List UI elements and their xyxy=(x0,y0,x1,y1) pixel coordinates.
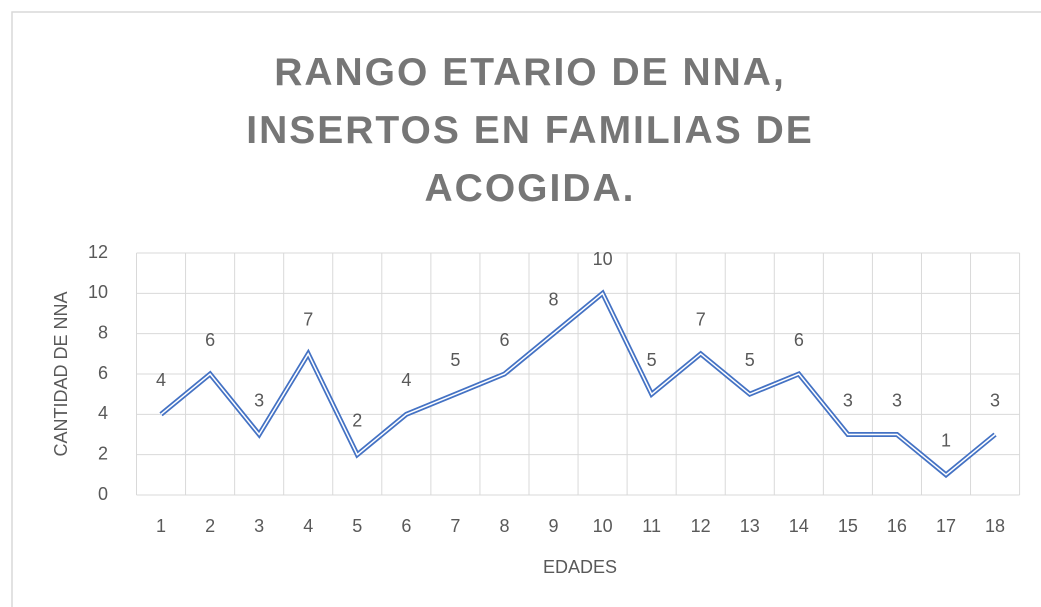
data-label: 7 xyxy=(303,310,313,330)
x-tick-label: 12 xyxy=(691,516,711,536)
data-label: 1 xyxy=(941,431,951,451)
data-line-inner xyxy=(160,292,996,476)
data-label: 4 xyxy=(401,370,411,390)
data-label: 8 xyxy=(549,289,559,309)
y-tick-label: 8 xyxy=(98,322,108,342)
y-tick-label: 6 xyxy=(98,363,108,383)
data-label: 2 xyxy=(352,410,362,430)
data-label: 3 xyxy=(892,390,902,410)
x-tick-label: 1 xyxy=(156,516,166,536)
x-tick-label: 2 xyxy=(205,516,215,536)
x-tick-label: 5 xyxy=(352,516,362,536)
x-tick-label: 4 xyxy=(303,516,313,536)
chart-title: RANGO ETARIO DE NNA, INSERTOS EN FAMILIA… xyxy=(246,51,814,210)
x-tick-label: 18 xyxy=(985,516,1005,536)
y-tick-label: 2 xyxy=(98,443,108,463)
data-label: 3 xyxy=(843,390,853,410)
x-axis-title: EDADES xyxy=(543,557,617,577)
data-label: 6 xyxy=(794,330,804,350)
data-label: 6 xyxy=(205,330,215,350)
x-tick-label: 16 xyxy=(887,516,907,536)
data-label: 5 xyxy=(745,350,755,370)
x-tick-label: 6 xyxy=(401,516,411,536)
data-label: 5 xyxy=(647,350,657,370)
x-tick-label: 11 xyxy=(642,516,661,536)
y-tick-label: 12 xyxy=(88,242,108,262)
y-tick-label: 10 xyxy=(88,282,108,302)
data-label: 5 xyxy=(450,350,460,370)
x-tick-label: 13 xyxy=(740,516,760,536)
x-tick-label: 10 xyxy=(593,516,613,536)
x-tick-label: 8 xyxy=(499,516,509,536)
data-label: 6 xyxy=(499,330,509,350)
y-tick-label: 0 xyxy=(98,484,108,504)
data-label: 3 xyxy=(254,390,264,410)
x-tick-label: 7 xyxy=(450,516,460,536)
x-tick-label: 14 xyxy=(789,516,809,536)
x-tick-label: 3 xyxy=(254,516,264,536)
data-label: 7 xyxy=(696,310,706,330)
chart-frame xyxy=(11,11,1041,607)
data-label: 10 xyxy=(593,249,613,269)
data-label: 4 xyxy=(156,370,166,390)
y-axis-title: CANTIDAD DE NNA xyxy=(51,291,71,456)
y-tick-label: 4 xyxy=(98,403,108,423)
data-label: 3 xyxy=(990,390,1000,410)
x-tick-label: 17 xyxy=(936,516,956,536)
x-tick-label: 15 xyxy=(838,516,858,536)
x-tick-label: 9 xyxy=(549,516,559,536)
